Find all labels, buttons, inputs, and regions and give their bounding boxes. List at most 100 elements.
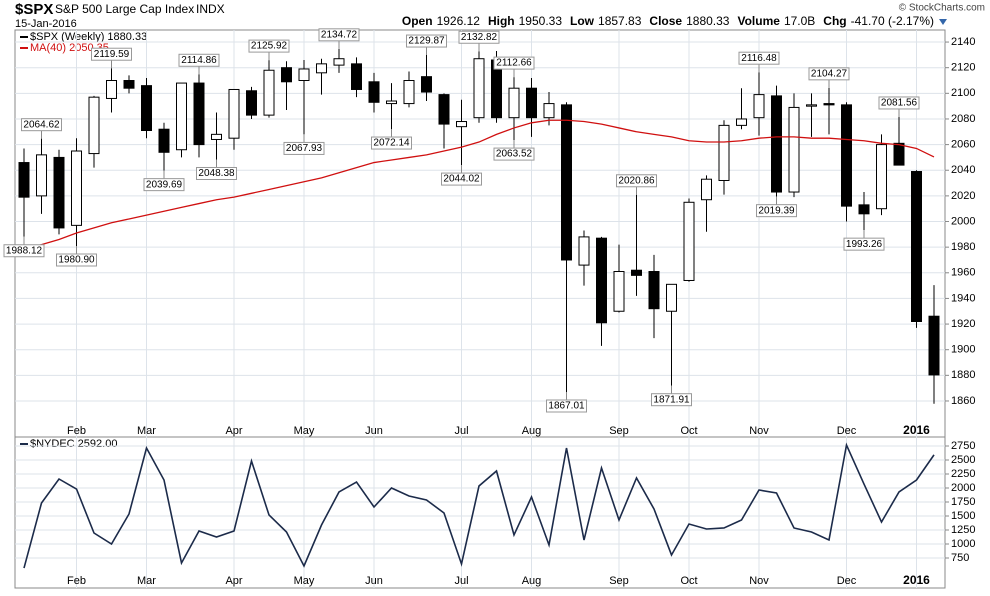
- candle-body: [403, 80, 415, 105]
- annotation-box: [808, 67, 850, 81]
- annotation-label: 1867.01: [548, 401, 585, 412]
- x-tick-label: Jul: [454, 575, 468, 587]
- candle-body: [36, 154, 47, 197]
- x-tick-label: 2016: [903, 573, 930, 587]
- candle-body: [263, 69, 275, 116]
- x-tick-label: Sep: [609, 425, 629, 437]
- annotation-box: [21, 118, 62, 132]
- y-tick-label: 1920: [951, 318, 975, 330]
- candle-body: [176, 82, 187, 151]
- x-tick-label: Apr: [225, 575, 242, 587]
- y-tick-label: 1960: [951, 267, 975, 279]
- candle-body: [298, 68, 310, 82]
- candle-body: [246, 90, 257, 116]
- quote-label: Chg: [823, 14, 846, 28]
- change-arrow: [939, 19, 947, 25]
- candle-body: [526, 87, 537, 119]
- annotation-box: [143, 178, 185, 192]
- quote-value: -41.70 (-2.17%): [851, 14, 934, 28]
- annotation-label: 2114.86: [181, 55, 217, 66]
- x-tick-label: Aug: [522, 425, 542, 437]
- y-tick-label: 2750: [951, 440, 975, 452]
- annotation-label: 2119.59: [94, 49, 130, 60]
- candle-body: [718, 124, 730, 181]
- annotation-box: [616, 174, 657, 188]
- candle-body: [788, 106, 800, 193]
- candle-body: [53, 156, 65, 229]
- candle-body: [88, 96, 100, 155]
- y-tick-label: 2100: [951, 87, 975, 99]
- annotation-label: 2064.62: [23, 119, 60, 130]
- annotation-box: [283, 141, 325, 155]
- candle-body: [543, 103, 555, 119]
- y-tick-label: 2120: [951, 62, 975, 74]
- quote-value: 1950.33: [519, 14, 563, 28]
- y-tick-label: 1250: [951, 524, 975, 536]
- x-tick-label: Jun: [365, 575, 383, 587]
- candle-body: [648, 271, 660, 310]
- x-tick-label: Dec: [837, 425, 857, 437]
- annotation-box: [756, 204, 797, 218]
- candle-body: [683, 201, 695, 281]
- x-tick-label: 2016: [903, 423, 930, 437]
- annotation-box: [248, 39, 290, 53]
- y-tick-label: 1000: [951, 538, 975, 550]
- x-tick-label: Mar: [137, 575, 156, 587]
- annotation-box: [56, 253, 97, 267]
- annotation-label: 1988.12: [6, 245, 43, 256]
- annotation-box: [651, 393, 692, 407]
- annotation-box: [3, 244, 45, 258]
- annotation-box: [843, 237, 885, 251]
- candle-body: [578, 236, 590, 266]
- exchange: INDX: [196, 2, 225, 16]
- quote-label: Close: [649, 14, 682, 28]
- candle-body: [596, 237, 607, 324]
- candle-body: [316, 63, 327, 74]
- x-tick-label: Mar: [137, 425, 156, 437]
- legend-ma: MA(40) 2050.35: [30, 42, 109, 54]
- quote-label: Open: [402, 14, 433, 28]
- annotation-label: 2104.27: [811, 68, 848, 79]
- annotation-label: 2072.14: [373, 138, 410, 149]
- index-name: S&P 500 Large Cap Index: [55, 2, 194, 16]
- y-tick-label: 1880: [951, 369, 975, 381]
- annotation-label: 2048.38: [198, 168, 235, 179]
- x-tick-label: Jun: [365, 425, 383, 437]
- x-tick-label: Sep: [609, 575, 629, 587]
- y-tick-label: 2020: [951, 190, 975, 202]
- y-tick-label: 1940: [951, 292, 975, 304]
- candle-body: [928, 315, 940, 376]
- candle-body: [386, 100, 397, 105]
- y-tick-label: 1980: [951, 241, 975, 253]
- y-tick-label: 2140: [951, 36, 975, 48]
- candle-body: [701, 178, 712, 201]
- candle-body: [193, 82, 205, 146]
- breadth-panel: [14, 436, 946, 589]
- annotation-label: 2112.66: [496, 58, 532, 69]
- candle-body: [438, 94, 450, 125]
- candle-body: [876, 144, 887, 210]
- ticker: $SPX: [15, 1, 53, 18]
- candle-body: [508, 87, 520, 119]
- candle-body: [753, 94, 765, 119]
- x-tick-label: Aug: [522, 575, 542, 587]
- candle-body: [666, 283, 677, 312]
- annotation-box: [493, 147, 535, 161]
- quote-value: 1880.33: [686, 14, 730, 28]
- annotation-box: [493, 56, 535, 70]
- legend-price: $SPX (Weekly) 1880.33: [30, 31, 147, 43]
- quote: Open 1926.12 High 1950.33 Low 1857.83 Close 188…: [402, 14, 934, 28]
- quote-label: High: [488, 14, 515, 28]
- annotation-box: [371, 136, 412, 150]
- annotation-label: 2020.86: [618, 175, 655, 186]
- y-tick-label: 1860: [951, 395, 975, 407]
- candle-body: [561, 104, 572, 261]
- x-tick-label: Jul: [454, 425, 468, 437]
- candle-body: [421, 76, 432, 93]
- quote-value: 17.0B: [784, 14, 815, 28]
- candle-body: [841, 104, 852, 207]
- y-tick-label: 1900: [951, 344, 975, 356]
- candle-body: [18, 162, 30, 198]
- annotation-label: 2132.82: [461, 32, 498, 43]
